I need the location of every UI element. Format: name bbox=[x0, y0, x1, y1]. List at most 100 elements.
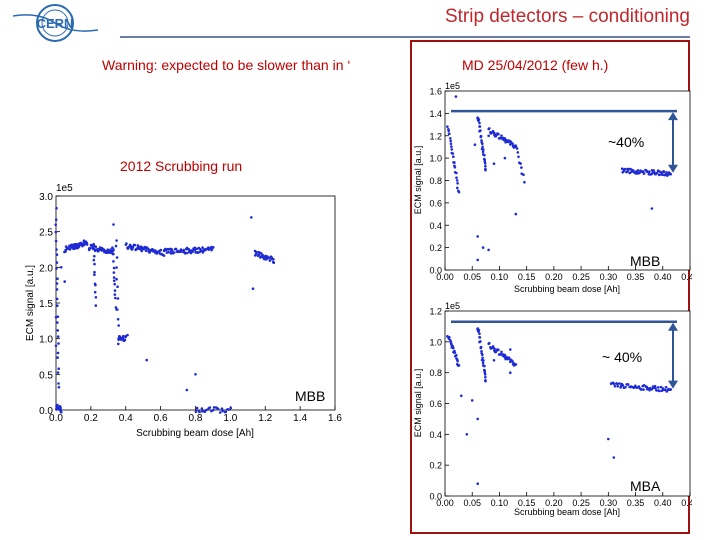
data-point bbox=[661, 173, 664, 177]
x-tick-label: 0.4 bbox=[119, 413, 133, 424]
md-label: MD 25/04/2012 (few h.) bbox=[462, 57, 609, 73]
x-axis-label: Scrubbing beam dose [Ah] bbox=[136, 428, 254, 439]
data-point bbox=[624, 385, 627, 389]
x-tick-label: 0.25 bbox=[572, 498, 590, 508]
data-point bbox=[229, 406, 233, 410]
x-tick-label: 1.6 bbox=[328, 413, 342, 424]
data-point bbox=[54, 223, 57, 227]
data-point bbox=[500, 350, 503, 354]
data-point bbox=[482, 359, 485, 362]
data-point bbox=[607, 437, 610, 441]
data-point bbox=[653, 384, 657, 388]
x-tick-label: 1.0 bbox=[223, 413, 237, 424]
data-point bbox=[478, 121, 481, 125]
data-point bbox=[55, 253, 59, 256]
data-point bbox=[453, 351, 457, 354]
data-point bbox=[453, 161, 456, 164]
y-tick-label: 0.6 bbox=[429, 399, 442, 409]
data-point bbox=[484, 379, 487, 383]
data-point bbox=[652, 169, 656, 172]
data-point bbox=[133, 243, 137, 247]
data-point bbox=[509, 140, 512, 143]
data-point bbox=[456, 182, 459, 185]
x-tick-label: 0.30 bbox=[600, 272, 618, 282]
data-point bbox=[511, 142, 514, 146]
data-point bbox=[55, 297, 59, 301]
data-point bbox=[56, 335, 60, 338]
plot-frame bbox=[444, 90, 691, 271]
data-point bbox=[451, 152, 455, 155]
data-point bbox=[174, 247, 178, 251]
data-point bbox=[655, 171, 659, 175]
data-point bbox=[455, 176, 458, 179]
y-axis-label: ECM signal [a.u.] bbox=[413, 146, 423, 215]
y-tick-label: 0.5 bbox=[39, 370, 53, 381]
data-point bbox=[255, 250, 258, 254]
y-axis-label: ECM signal [a.u.] bbox=[25, 265, 36, 341]
data-point bbox=[56, 277, 59, 280]
data-point bbox=[57, 342, 60, 345]
x-ticks: 0.00 0.05 0.10 0.15 0.20 0.25 0.30 0.35 0.40 0.45 bbox=[436, 266, 692, 282]
data-point bbox=[515, 147, 519, 150]
data-point bbox=[201, 246, 204, 249]
data-point bbox=[483, 364, 486, 368]
data-point bbox=[112, 223, 115, 226]
x-tick-label: 0.35 bbox=[627, 272, 645, 282]
data-point bbox=[446, 125, 449, 128]
y-tick-label: 0.0 bbox=[429, 266, 442, 276]
data-point bbox=[455, 354, 458, 357]
data-point bbox=[449, 137, 452, 140]
x-tick-label: 0.10 bbox=[491, 498, 509, 508]
data-point bbox=[481, 246, 485, 249]
data-point bbox=[465, 433, 469, 436]
md-mbb-chart: 0.00 0.05 0.10 0.15 0.20 0.25 0.30 0.35 0.40 0.45… bbox=[413, 81, 692, 294]
data-point bbox=[55, 288, 59, 291]
y-tick-label: 1.2 bbox=[429, 131, 442, 141]
data-point bbox=[112, 260, 115, 263]
data-point bbox=[116, 308, 119, 311]
data-point bbox=[641, 170, 645, 173]
data-point bbox=[94, 283, 97, 287]
y-ticks: 0.0 0.2 0.4 0.6 0.8 1.0 1.2 1.4 1.6 bbox=[429, 87, 449, 276]
x-tick-label: 0.45 bbox=[681, 272, 692, 282]
md-mba-chart: 0.00 0.05 0.10 0.15 0.20 0.25 0.30 0.35 0.40 0.45… bbox=[413, 301, 692, 517]
data-point bbox=[473, 143, 477, 146]
x-tick-label: 0.10 bbox=[491, 272, 509, 282]
data-point bbox=[251, 287, 255, 290]
x-axis-label: Scrubbing beam dose [Ah] bbox=[514, 507, 620, 517]
data-point bbox=[117, 324, 120, 327]
mbb-annotation: MBB bbox=[630, 253, 660, 269]
data-point bbox=[507, 357, 511, 360]
data-point bbox=[632, 386, 636, 389]
x-tick-label: 0.25 bbox=[572, 272, 590, 282]
x-tick-label: 1.4 bbox=[293, 413, 307, 424]
data-point bbox=[56, 371, 60, 374]
x-tick-label: 0.0 bbox=[49, 413, 63, 424]
data-point bbox=[646, 170, 649, 173]
data-point bbox=[115, 239, 118, 242]
x-tick-label: 0.30 bbox=[600, 498, 618, 508]
data-point bbox=[131, 245, 135, 249]
data-point bbox=[481, 353, 484, 356]
data-point bbox=[112, 279, 116, 283]
data-point bbox=[113, 282, 116, 286]
data-point bbox=[220, 407, 224, 410]
data-point bbox=[640, 388, 643, 391]
y-tick-label: 0.0 bbox=[39, 406, 53, 417]
data-point bbox=[642, 388, 645, 391]
data-point bbox=[476, 417, 479, 421]
data-point bbox=[503, 137, 507, 140]
data-point bbox=[659, 385, 663, 389]
y-tick-label: 0.8 bbox=[429, 176, 442, 186]
data-point bbox=[93, 290, 97, 294]
data-point bbox=[54, 218, 58, 221]
data-point bbox=[124, 335, 127, 339]
data-point bbox=[57, 367, 60, 370]
data-point bbox=[171, 249, 174, 252]
data-point bbox=[126, 333, 129, 337]
data-point bbox=[456, 359, 459, 363]
data-point bbox=[218, 411, 222, 414]
data-point bbox=[483, 162, 487, 165]
data-point bbox=[654, 386, 657, 390]
data-point bbox=[173, 251, 176, 254]
